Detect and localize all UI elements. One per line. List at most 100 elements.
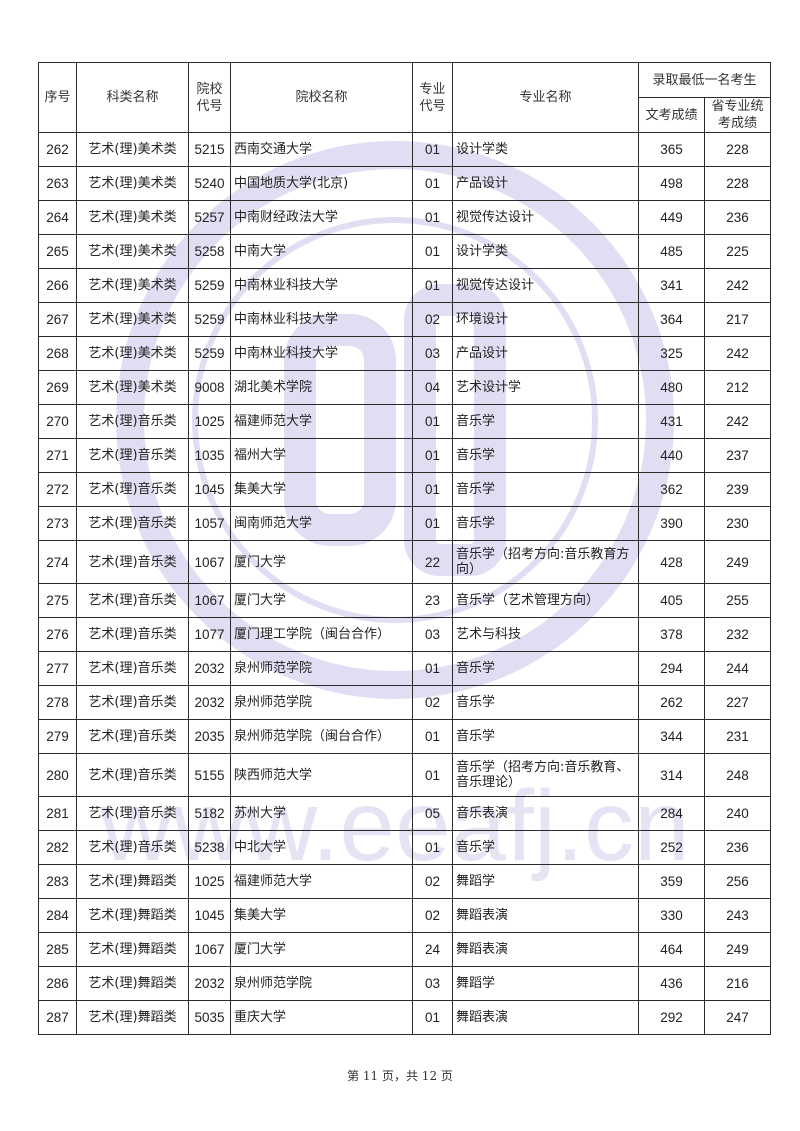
cell-major-code: 02 (412, 302, 453, 337)
cell-culture-score: 325 (638, 336, 705, 371)
table-row: 283 艺术(理)舞蹈类 1025 福建师范大学 02 舞蹈学 359 256 (38, 864, 772, 899)
cell-category: 艺术(理)音乐类 (76, 651, 189, 686)
cell-major-name: 舞蹈表演 (452, 932, 639, 967)
table-row: 268 艺术(理)美术类 5259 中南林业科技大学 03 产品设计 325 242 (38, 336, 772, 371)
cell-category: 艺术(理)舞蹈类 (76, 966, 189, 1001)
cell-major-code: 02 (412, 685, 453, 720)
cell-school-code: 5238 (188, 830, 231, 865)
cell-culture-score: 405 (638, 583, 705, 618)
cell-school-name: 厦门理工学院（闽台合作） (230, 617, 413, 652)
cell-culture-score: 431 (638, 404, 705, 439)
cell-school-name: 泉州师范学院 (230, 651, 413, 686)
header-culture-score: 文考成绩 (638, 97, 705, 133)
cell-art-score: 228 (703, 166, 772, 201)
cell-seq: 271 (38, 438, 77, 473)
cell-culture-score: 314 (638, 753, 705, 797)
cell-major-name: 音乐学（招考方向:音乐教育、音乐理论） (452, 753, 639, 797)
cell-culture-score: 294 (638, 651, 705, 686)
cell-major-code: 01 (412, 268, 453, 303)
cell-school-name: 厦门大学 (230, 583, 413, 618)
cell-seq: 263 (38, 166, 77, 201)
table-row: 273 艺术(理)音乐类 1057 闽南师范大学 01 音乐学 390 230 (38, 506, 772, 541)
cell-school-name: 集美大学 (230, 898, 413, 933)
cell-art-score: 236 (703, 830, 772, 865)
cell-school-name: 集美大学 (230, 472, 413, 507)
cell-category: 艺术(理)美术类 (76, 200, 189, 235)
cell-seq: 283 (38, 864, 77, 899)
table-row: 269 艺术(理)美术类 9008 湖北美术学院 04 艺术设计学 480 212 (38, 370, 772, 405)
cell-seq: 278 (38, 685, 77, 720)
cell-school-name: 福建师范大学 (230, 404, 413, 439)
cell-school-name: 福建师范大学 (230, 864, 413, 899)
cell-seq: 282 (38, 830, 77, 865)
cell-art-score: 244 (703, 651, 772, 686)
cell-school-code: 1067 (188, 583, 231, 618)
cell-major-code: 01 (412, 132, 453, 167)
cell-art-score: 242 (703, 404, 772, 439)
table-row: 262 艺术(理)美术类 5215 西南交通大学 01 设计学类 365 228 (38, 132, 772, 167)
cell-category: 艺术(理)舞蹈类 (76, 898, 189, 933)
table-row: 281 艺术(理)音乐类 5182 苏州大学 05 音乐表演 284 240 (38, 796, 772, 831)
table-row: 267 艺术(理)美术类 5259 中南林业科技大学 02 环境设计 364 217 (38, 302, 772, 337)
cell-culture-score: 464 (638, 932, 705, 967)
table-row: 286 艺术(理)舞蹈类 2032 泉州师范学院 03 舞蹈学 436 216 (38, 966, 772, 1001)
cell-seq: 280 (38, 753, 77, 797)
cell-school-code: 1035 (188, 438, 231, 473)
cell-school-code: 1045 (188, 898, 231, 933)
cell-major-code: 01 (412, 1000, 453, 1035)
table-row: 263 艺术(理)美术类 5240 中国地质大学(北京) 01 产品设计 498 228 (38, 166, 772, 201)
cell-category: 艺术(理)音乐类 (76, 617, 189, 652)
cell-school-name: 中南大学 (230, 234, 413, 269)
cell-school-name: 苏州大学 (230, 796, 413, 831)
cell-major-code: 03 (412, 617, 453, 652)
cell-category: 艺术(理)音乐类 (76, 685, 189, 720)
table-row: 266 艺术(理)美术类 5259 中南林业科技大学 01 视觉传达设计 341 242 (38, 268, 772, 303)
cell-major-code: 01 (412, 234, 453, 269)
cell-school-code: 1057 (188, 506, 231, 541)
cell-major-code: 01 (412, 438, 453, 473)
cell-seq: 269 (38, 370, 77, 405)
cell-school-name: 重庆大学 (230, 1000, 413, 1035)
cell-art-score: 217 (703, 302, 772, 337)
header-category: 科类名称 (76, 62, 189, 133)
cell-category: 艺术(理)音乐类 (76, 404, 189, 439)
cell-school-code: 5240 (188, 166, 231, 201)
cell-major-code: 01 (412, 166, 453, 201)
cell-seq: 273 (38, 506, 77, 541)
cell-major-name: 音乐学 (452, 506, 639, 541)
cell-major-code: 23 (412, 583, 453, 618)
cell-culture-score: 480 (638, 370, 705, 405)
cell-art-score: 249 (703, 932, 772, 967)
cell-school-name: 泉州师范学院（闽台合作） (230, 719, 413, 754)
header-art-score: 省专业统考成绩 (703, 97, 772, 133)
cell-major-name: 艺术与科技 (452, 617, 639, 652)
cell-seq: 267 (38, 302, 77, 337)
cell-culture-score: 498 (638, 166, 705, 201)
cell-seq: 268 (38, 336, 77, 371)
cell-culture-score: 440 (638, 438, 705, 473)
cell-major-name: 音乐学（艺术管理方向） (452, 583, 639, 618)
cell-school-name: 西南交通大学 (230, 132, 413, 167)
cell-major-code: 01 (412, 753, 453, 797)
table-row: 282 艺术(理)音乐类 5238 中北大学 01 音乐学 252 236 (38, 830, 772, 865)
cell-art-score: 248 (703, 753, 772, 797)
cell-major-code: 22 (412, 540, 453, 584)
cell-school-name: 中南林业科技大学 (230, 268, 413, 303)
cell-major-code: 01 (412, 200, 453, 235)
cell-art-score: 227 (703, 685, 772, 720)
cell-school-code: 5258 (188, 234, 231, 269)
table-row: 284 艺术(理)舞蹈类 1045 集美大学 02 舞蹈表演 330 243 (38, 898, 772, 933)
cell-art-score: 247 (703, 1000, 772, 1035)
cell-major-name: 视觉传达设计 (452, 268, 639, 303)
cell-art-score: 236 (703, 200, 772, 235)
cell-seq: 287 (38, 1000, 77, 1035)
cell-art-score: 212 (703, 370, 772, 405)
cell-school-code: 2032 (188, 651, 231, 686)
cell-major-name: 产品设计 (452, 166, 639, 201)
header-min-score-group: 录取最低一名考生 (637, 62, 772, 98)
cell-culture-score: 284 (638, 796, 705, 831)
cell-school-name: 厦门大学 (230, 540, 413, 584)
cell-major-name: 音乐学 (452, 404, 639, 439)
cell-school-code: 5215 (188, 132, 231, 167)
cell-art-score: 249 (703, 540, 772, 584)
